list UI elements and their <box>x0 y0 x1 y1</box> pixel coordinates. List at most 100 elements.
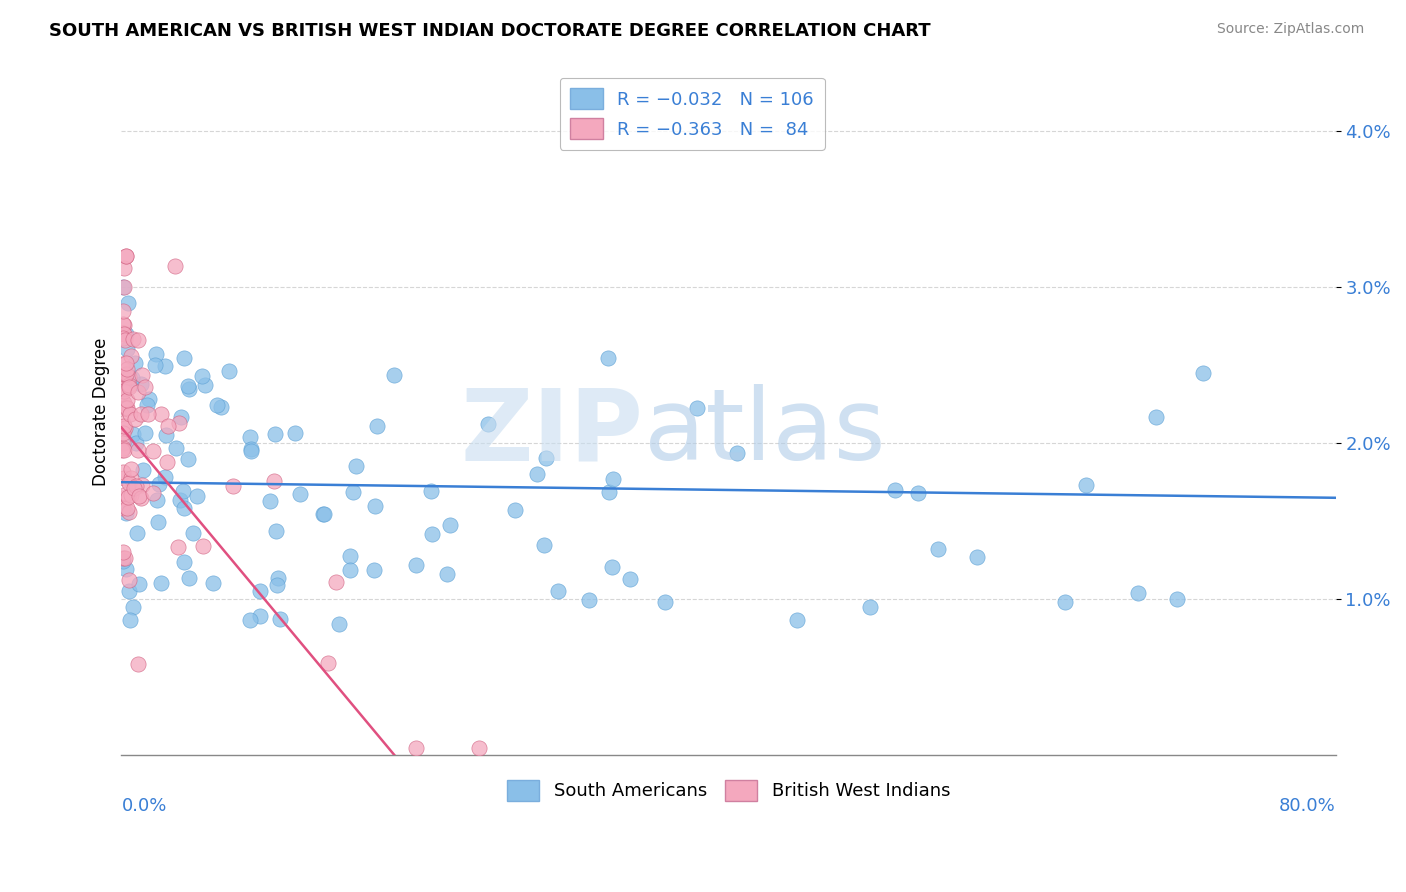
Point <box>966 549 988 564</box>
Point <box>124 356 146 370</box>
Point <box>1192 366 1215 380</box>
Point <box>654 594 676 608</box>
Point <box>115 249 138 263</box>
Point <box>176 451 198 466</box>
Point <box>124 412 146 426</box>
Text: ZIP: ZIP <box>461 384 644 481</box>
Point <box>111 443 134 458</box>
Point <box>602 472 624 486</box>
Point <box>127 442 149 457</box>
Point <box>114 371 136 385</box>
Point <box>112 554 135 568</box>
Point <box>112 471 135 485</box>
Point <box>382 368 405 382</box>
Point <box>121 371 143 385</box>
Point <box>578 592 600 607</box>
Point <box>112 384 135 398</box>
Point <box>115 368 138 382</box>
Point <box>131 478 153 492</box>
Point <box>218 363 240 377</box>
Point <box>134 380 156 394</box>
Point <box>128 489 150 503</box>
Point <box>146 515 169 529</box>
Point <box>686 401 709 416</box>
Point <box>598 485 620 500</box>
Point <box>132 462 155 476</box>
Point <box>339 563 361 577</box>
Point <box>112 326 135 341</box>
Point <box>111 466 134 480</box>
Point <box>173 351 195 365</box>
Point <box>122 481 145 495</box>
Point <box>786 613 808 627</box>
Point <box>143 358 166 372</box>
Point <box>342 484 364 499</box>
Point <box>115 362 138 376</box>
Point <box>112 261 135 276</box>
Text: 80.0%: 80.0% <box>1279 797 1336 814</box>
Point <box>141 485 163 500</box>
Y-axis label: Doctorate Degree: Doctorate Degree <box>93 338 110 486</box>
Point <box>112 419 135 434</box>
Point <box>167 540 190 554</box>
Point <box>263 427 285 442</box>
Point <box>115 401 138 416</box>
Point <box>186 489 208 503</box>
Point <box>191 368 214 383</box>
Point <box>117 491 139 505</box>
Point <box>115 487 138 501</box>
Point <box>145 492 167 507</box>
Point <box>249 584 271 599</box>
Point <box>267 571 290 585</box>
Point <box>120 349 142 363</box>
Point <box>328 617 350 632</box>
Legend: South Americans, British West Indians: South Americans, British West Indians <box>499 772 957 808</box>
Text: Source: ZipAtlas.com: Source: ZipAtlas.com <box>1216 22 1364 37</box>
Point <box>193 540 215 554</box>
Point <box>266 578 288 592</box>
Point <box>405 558 427 573</box>
Point <box>114 249 136 263</box>
Point <box>165 441 187 455</box>
Point <box>165 259 187 273</box>
Point <box>284 425 307 440</box>
Point <box>598 351 620 365</box>
Point <box>436 567 458 582</box>
Point <box>467 740 489 755</box>
Point <box>155 428 177 442</box>
Point <box>112 442 135 457</box>
Point <box>122 427 145 442</box>
Point <box>118 378 141 392</box>
Point <box>111 394 134 409</box>
Point <box>288 487 311 501</box>
Point <box>859 599 882 614</box>
Point <box>118 370 141 384</box>
Point <box>194 378 217 392</box>
Point <box>249 608 271 623</box>
Point <box>533 538 555 552</box>
Point <box>405 740 427 755</box>
Point <box>114 401 136 415</box>
Point <box>131 491 153 505</box>
Point <box>114 280 136 294</box>
Point <box>602 560 624 574</box>
Point <box>1166 591 1188 606</box>
Point <box>112 317 135 331</box>
Point <box>239 430 262 444</box>
Point <box>318 657 340 671</box>
Point <box>120 462 142 476</box>
Point <box>239 613 262 627</box>
Point <box>1144 410 1167 425</box>
Point <box>209 401 232 415</box>
Point <box>114 326 136 341</box>
Point <box>127 384 149 399</box>
Point <box>115 501 138 516</box>
Point <box>129 376 152 391</box>
Point <box>111 358 134 372</box>
Point <box>115 356 138 370</box>
Point <box>112 395 135 409</box>
Point <box>134 426 156 441</box>
Point <box>264 524 287 539</box>
Point <box>173 555 195 569</box>
Point <box>239 442 262 456</box>
